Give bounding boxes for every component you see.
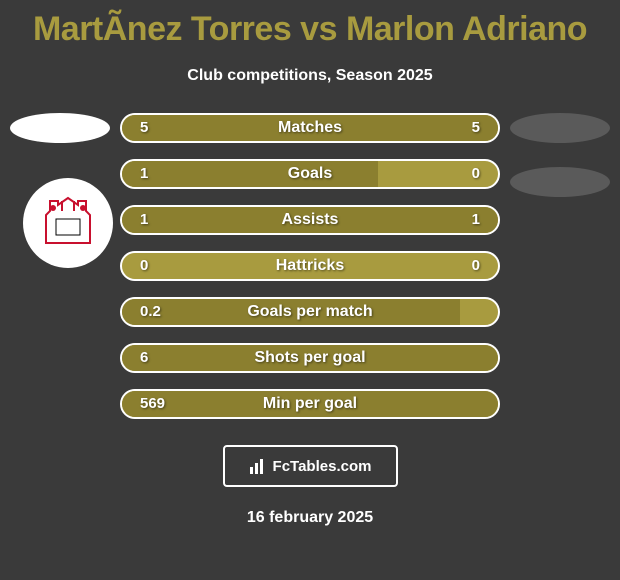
branding-text: FcTables.com — [273, 458, 372, 475]
stat-row-spg: 6 Shots per goal — [0, 343, 620, 373]
stat-label: Matches — [120, 113, 500, 143]
stat-label: Shots per goal — [120, 343, 500, 373]
comparison-chart: 5 Matches 5 1 Goals 0 1 Assists 1 0 Hatt… — [0, 113, 620, 419]
date-text: 16 february 2025 — [0, 509, 620, 527]
stat-row-matches: 5 Matches 5 — [0, 113, 620, 143]
page-title: MartÃ­nez Torres vs Marlon Adriano — [0, 0, 620, 49]
chart-icon — [249, 457, 267, 475]
stat-label: Goals — [120, 159, 500, 189]
stat-label: Assists — [120, 205, 500, 235]
stat-row-gpm: 0.2 Goals per match — [0, 297, 620, 327]
stat-label: Goals per match — [120, 297, 500, 327]
stat-value-right: 1 — [472, 205, 480, 235]
stat-value-right: 5 — [472, 113, 480, 143]
club-badge-icon — [23, 178, 113, 268]
branding-badge: FcTables.com — [223, 445, 398, 487]
stat-label: Min per goal — [120, 389, 500, 419]
stat-label: Hattricks — [120, 251, 500, 281]
stat-value-right: 0 — [472, 159, 480, 189]
stat-value-right: 0 — [472, 251, 480, 281]
subtitle: Club competitions, Season 2025 — [0, 67, 620, 85]
stat-row-mpg: 569 Min per goal — [0, 389, 620, 419]
stat-row-goals: 1 Goals 0 — [0, 159, 620, 189]
